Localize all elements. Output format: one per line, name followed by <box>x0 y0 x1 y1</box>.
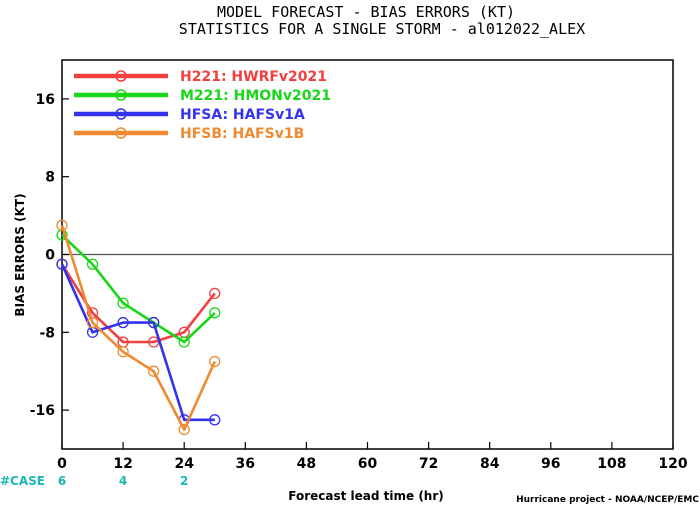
legend-marker <box>115 89 127 101</box>
case-count: 4 <box>119 474 127 488</box>
series-point <box>178 423 190 436</box>
series-point <box>56 219 68 231</box>
y-axis: -16 -8 0 8 16 <box>30 92 69 419</box>
series-point <box>147 316 160 329</box>
y-axis-label: BIAS ERRORS (KT) <box>13 193 27 316</box>
series-line <box>60 224 216 431</box>
x-axis-label: Forecast lead time (hr) <box>288 489 444 503</box>
y-tick-label: -8 <box>39 325 55 341</box>
series-point <box>86 316 99 329</box>
x-tick-label: 0 <box>57 456 67 472</box>
chart-subtitle: STATISTICS FOR A SINGLE STORM - al012022… <box>179 20 585 38</box>
series-point <box>178 336 190 348</box>
case-count: 2 <box>180 474 188 488</box>
x-tick-label: 72 <box>419 456 438 472</box>
series-point <box>117 297 129 309</box>
legend-label: HFSB: HAFSv1B <box>180 126 304 142</box>
case-count: 6 <box>58 474 66 488</box>
series-point <box>86 258 99 270</box>
x-tick-label: 36 <box>236 456 255 472</box>
y-tick-label: 16 <box>36 92 55 108</box>
series-point <box>209 287 221 300</box>
series-layer <box>56 219 221 436</box>
chart-title: MODEL FORECAST - BIAS ERRORS (KT) <box>217 3 515 21</box>
y-tick-label: 8 <box>45 170 55 186</box>
x-axis: 0 12 24 36 48 60 72 84 96 108 120 <box>57 442 688 472</box>
footer-credit: Hurricane project - NOAA/NCEP/EMC <box>516 495 699 505</box>
x-tick-label: 84 <box>480 456 500 472</box>
x-tick-label: 24 <box>174 456 194 472</box>
legend-marker <box>115 70 127 82</box>
x-tick-label: 60 <box>358 456 378 472</box>
case-label: #CASE <box>0 474 45 488</box>
legend-marker <box>115 127 127 139</box>
series-point <box>209 355 221 368</box>
series-point <box>56 258 68 270</box>
series-point <box>209 307 221 319</box>
legend-label: M221: HMONv2021 <box>180 88 331 104</box>
series-point <box>117 316 129 329</box>
x-tick-label: 108 <box>597 456 626 472</box>
series-point <box>147 365 160 377</box>
case-values: 6 4 2 <box>58 474 189 488</box>
series-point <box>117 346 129 358</box>
legend: H221: HWRFv2021 M221: HMONv2021 HFSA: HAFS… <box>74 69 331 142</box>
x-tick-label: 48 <box>297 456 316 472</box>
legend-marker <box>115 108 127 120</box>
series-line <box>60 263 216 344</box>
y-tick-label: 0 <box>45 248 55 264</box>
x-tick-label: 96 <box>541 456 560 472</box>
legend-label: HFSA: HAFSv1A <box>180 107 305 123</box>
x-tick-label: 120 <box>658 456 687 472</box>
x-tick-label: 12 <box>113 456 132 472</box>
series-line <box>61 234 216 344</box>
legend-label: H221: HWRFv2021 <box>180 69 327 85</box>
y-tick-label: -16 <box>30 403 55 419</box>
series-point <box>209 414 221 426</box>
